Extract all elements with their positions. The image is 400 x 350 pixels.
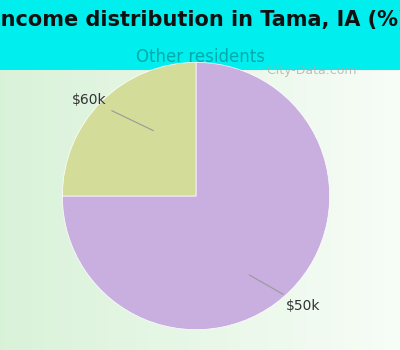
Text: Income distribution in Tama, IA (%): Income distribution in Tama, IA (%) [0, 9, 400, 30]
Text: $60k: $60k [72, 93, 154, 131]
Text: City-Data.com: City-Data.com [259, 64, 357, 77]
Wedge shape [62, 62, 196, 196]
Wedge shape [62, 62, 330, 330]
Text: $50k: $50k [249, 275, 320, 313]
Text: Other residents: Other residents [136, 48, 264, 66]
